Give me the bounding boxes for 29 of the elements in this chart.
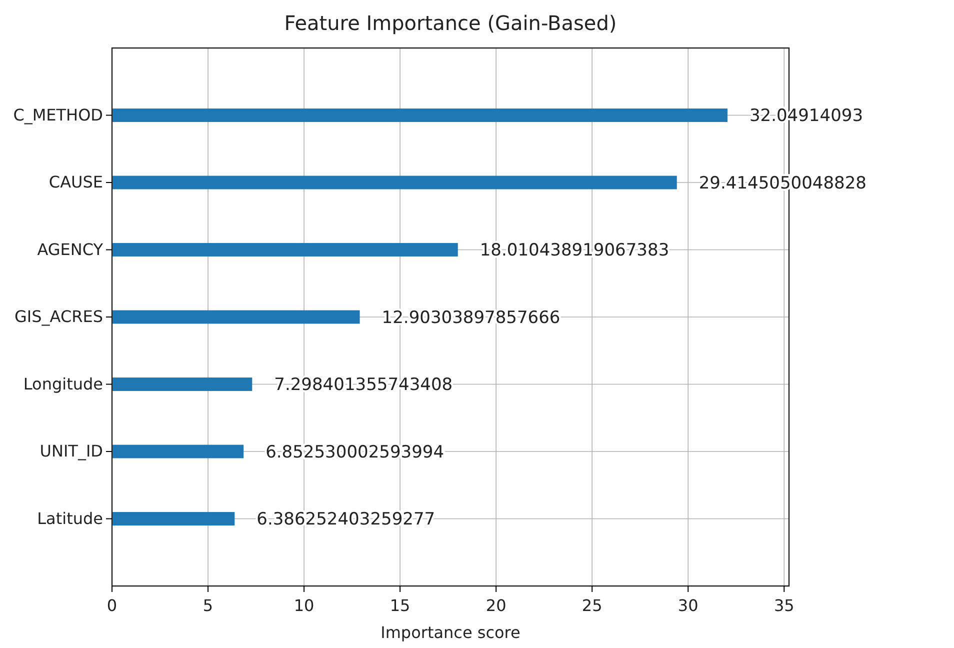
y-tick-label: UNIT_ID	[40, 442, 103, 461]
x-tick-label: 30	[678, 596, 698, 615]
y-tick-label: CAUSE	[48, 172, 103, 192]
y-tick-label: Latitude	[37, 508, 103, 528]
x-tick-label: 10	[294, 596, 314, 615]
bar	[112, 310, 360, 324]
x-tick-label: 0	[106, 596, 118, 615]
bar	[112, 378, 252, 391]
data-label: 18.010438919067383	[480, 240, 670, 261]
data-label: 6.852530002593994	[266, 442, 444, 462]
bar	[112, 444, 244, 458]
y-tick-label: Longitude	[23, 374, 103, 394]
data-label: 12.90303897857666	[382, 308, 560, 328]
data-label: 7.298401355743408	[274, 375, 453, 396]
chart-title: Feature Importance (Gain-Based)	[284, 11, 617, 35]
bar	[112, 243, 458, 256]
data-label: 6.386252403259277	[256, 510, 436, 530]
y-tick-label: AGENCY	[37, 240, 104, 259]
bar	[112, 176, 677, 190]
x-tick-label: 15	[390, 596, 410, 615]
x-tick-label: 35	[774, 596, 794, 615]
x-tick-label: 5	[202, 596, 214, 615]
y-tick-label: C_METHOD	[13, 105, 103, 124]
x-axis-title: Importance score	[380, 623, 520, 642]
y-tick-label: GIS_ACRES	[14, 307, 103, 326]
x-tick-label: 25	[582, 596, 602, 615]
x-tick-label: 20	[486, 596, 506, 615]
bar	[112, 512, 235, 526]
bar	[112, 108, 728, 122]
